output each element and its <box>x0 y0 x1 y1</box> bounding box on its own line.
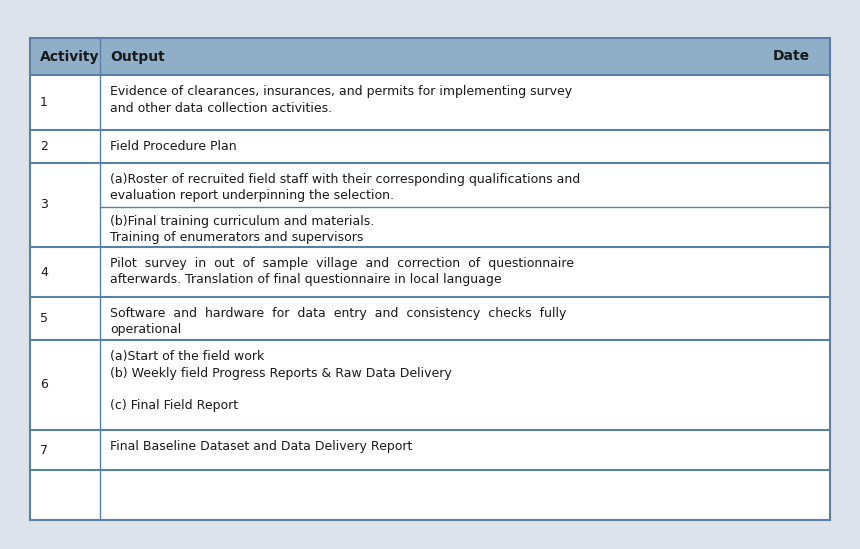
Bar <box>30 38 830 75</box>
Text: 7: 7 <box>40 444 48 457</box>
Text: operational: operational <box>110 323 181 337</box>
Text: 4: 4 <box>40 266 48 278</box>
Text: (a)Start of the field work: (a)Start of the field work <box>110 350 264 363</box>
Text: Field Procedure Plan: Field Procedure Plan <box>110 140 236 153</box>
Text: Pilot  survey  in  out  of  sample  village  and  correction  of  questionnaire: Pilot survey in out of sample village an… <box>110 257 574 270</box>
Text: 5: 5 <box>40 312 48 325</box>
Text: Date: Date <box>773 49 810 64</box>
Text: afterwards. Translation of final questionnaire in local language: afterwards. Translation of final questio… <box>110 273 501 287</box>
Text: evaluation report underpinning the selection.: evaluation report underpinning the selec… <box>110 189 394 203</box>
Text: 6: 6 <box>40 378 48 391</box>
Text: Final Baseline Dataset and Data Delivery Report: Final Baseline Dataset and Data Delivery… <box>110 440 413 453</box>
Text: 1: 1 <box>40 96 48 109</box>
Text: 2: 2 <box>40 140 48 153</box>
Text: 3: 3 <box>40 199 48 211</box>
Text: Training of enumerators and supervisors: Training of enumerators and supervisors <box>110 232 364 244</box>
Text: Evidence of clearances, insurances, and permits for implementing survey: Evidence of clearances, insurances, and … <box>110 85 572 98</box>
Bar <box>30 38 830 520</box>
Text: (b) Weekly field Progress Reports & Raw Data Delivery: (b) Weekly field Progress Reports & Raw … <box>110 367 452 379</box>
Text: (b)Final training curriculum and materials.: (b)Final training curriculum and materia… <box>110 215 374 228</box>
Text: and other data collection activities.: and other data collection activities. <box>110 102 332 115</box>
Text: Activity: Activity <box>40 49 100 64</box>
Text: (a)Roster of recruited field staff with their corresponding qualifications and: (a)Roster of recruited field staff with … <box>110 173 580 186</box>
Text: Output: Output <box>110 49 165 64</box>
Text: (c) Final Field Report: (c) Final Field Report <box>110 400 238 412</box>
Text: Software  and  hardware  for  data  entry  and  consistency  checks  fully: Software and hardware for data entry and… <box>110 307 567 320</box>
